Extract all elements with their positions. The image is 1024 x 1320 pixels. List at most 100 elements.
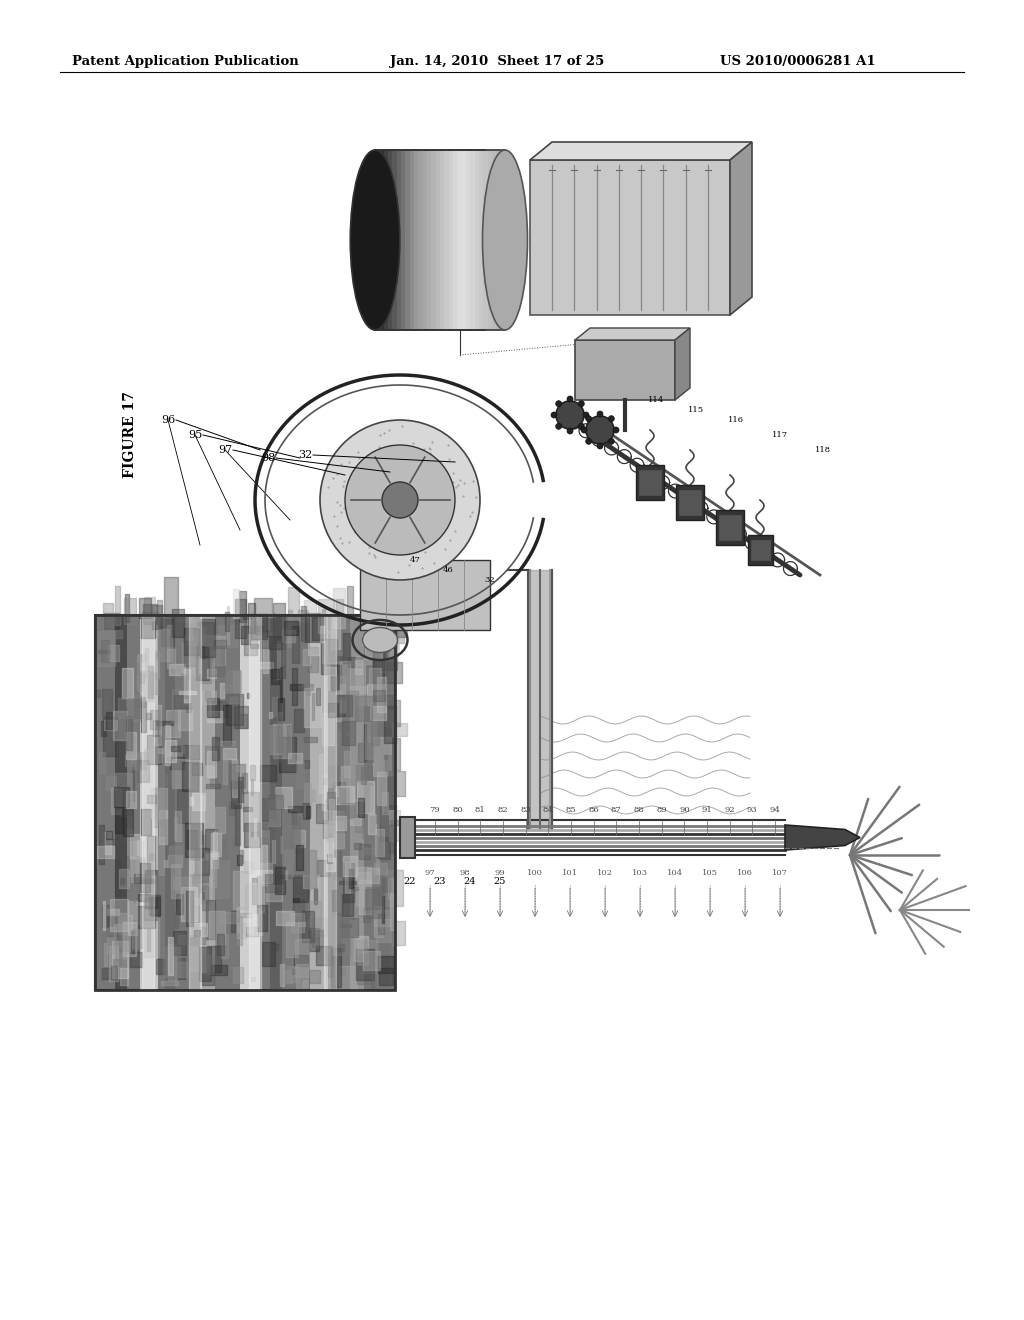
- Text: 97: 97: [218, 445, 232, 455]
- Text: Jan. 14, 2010  Sheet 17 of 25: Jan. 14, 2010 Sheet 17 of 25: [390, 55, 604, 69]
- Bar: [401, 150, 406, 330]
- Text: 32: 32: [484, 576, 496, 583]
- Text: 24: 24: [464, 878, 476, 887]
- Text: 22: 22: [403, 878, 416, 887]
- Text: 92: 92: [724, 807, 735, 814]
- Polygon shape: [785, 825, 860, 850]
- Text: 79: 79: [430, 807, 440, 814]
- Circle shape: [382, 482, 418, 517]
- Text: 103: 103: [632, 869, 648, 876]
- Bar: [392, 150, 397, 330]
- Text: 85: 85: [565, 807, 577, 814]
- Circle shape: [551, 412, 557, 418]
- Text: 89: 89: [656, 807, 667, 814]
- Text: 117: 117: [772, 432, 788, 440]
- Text: 87: 87: [611, 807, 622, 814]
- Text: 107: 107: [772, 869, 788, 876]
- Bar: [310, 615, 328, 990]
- Bar: [388, 150, 393, 330]
- Bar: [396, 150, 401, 330]
- Bar: [716, 510, 744, 545]
- Bar: [462, 150, 467, 330]
- Bar: [95, 615, 395, 990]
- Bar: [483, 150, 488, 330]
- Bar: [639, 470, 662, 495]
- Circle shape: [579, 424, 585, 429]
- Bar: [676, 484, 705, 520]
- Circle shape: [567, 428, 573, 434]
- Bar: [384, 150, 388, 330]
- Bar: [679, 490, 701, 515]
- Text: 93: 93: [746, 807, 758, 814]
- Text: 88: 88: [634, 807, 644, 814]
- Bar: [200, 615, 215, 990]
- Bar: [501, 150, 506, 330]
- Text: 116: 116: [728, 416, 744, 424]
- Bar: [575, 341, 675, 400]
- Text: 86: 86: [589, 807, 599, 814]
- Bar: [748, 535, 772, 565]
- Circle shape: [556, 401, 584, 429]
- Text: 96: 96: [161, 414, 175, 425]
- Bar: [270, 615, 282, 990]
- Text: 99: 99: [495, 869, 506, 876]
- Text: 105: 105: [702, 869, 718, 876]
- Circle shape: [583, 412, 589, 418]
- Text: 114: 114: [648, 396, 665, 404]
- Text: 100: 100: [527, 869, 543, 876]
- Text: 23: 23: [434, 878, 446, 887]
- Circle shape: [597, 444, 603, 449]
- Bar: [115, 615, 127, 990]
- Text: 118: 118: [815, 446, 831, 454]
- Text: US 2010/0006281 A1: US 2010/0006281 A1: [720, 55, 876, 69]
- Text: 82: 82: [498, 807, 508, 814]
- Text: 46: 46: [442, 566, 454, 574]
- Circle shape: [579, 401, 585, 407]
- Text: 98: 98: [460, 869, 470, 876]
- Bar: [165, 615, 175, 990]
- Polygon shape: [730, 143, 752, 315]
- Text: 83: 83: [520, 807, 531, 814]
- Circle shape: [608, 438, 614, 445]
- Text: 95: 95: [187, 430, 202, 440]
- Text: 94: 94: [770, 807, 780, 814]
- Circle shape: [556, 401, 562, 407]
- Text: 90: 90: [679, 807, 689, 814]
- Bar: [406, 150, 411, 330]
- Bar: [431, 150, 436, 330]
- Bar: [444, 150, 450, 330]
- Bar: [497, 150, 501, 330]
- Ellipse shape: [350, 150, 399, 330]
- Bar: [530, 160, 730, 315]
- Bar: [470, 150, 475, 330]
- Bar: [751, 540, 769, 560]
- Circle shape: [556, 424, 562, 429]
- Bar: [435, 150, 440, 330]
- Bar: [375, 150, 505, 330]
- Ellipse shape: [482, 150, 527, 330]
- Bar: [410, 150, 415, 330]
- Text: 101: 101: [562, 869, 578, 876]
- Text: FIGURE 17: FIGURE 17: [123, 392, 137, 478]
- Polygon shape: [675, 327, 690, 400]
- Circle shape: [613, 426, 618, 433]
- Text: 81: 81: [475, 807, 485, 814]
- Bar: [449, 150, 454, 330]
- Circle shape: [608, 416, 614, 421]
- Polygon shape: [530, 143, 752, 160]
- Bar: [350, 615, 364, 990]
- Ellipse shape: [362, 627, 397, 652]
- Bar: [475, 150, 479, 330]
- Bar: [453, 150, 458, 330]
- Circle shape: [567, 396, 573, 403]
- Text: 98: 98: [261, 453, 275, 463]
- Circle shape: [345, 445, 455, 554]
- Circle shape: [319, 420, 480, 579]
- Bar: [95, 615, 395, 990]
- Bar: [380, 615, 390, 990]
- Bar: [360, 560, 490, 630]
- Bar: [440, 150, 444, 330]
- Circle shape: [597, 411, 603, 417]
- Bar: [240, 615, 260, 990]
- Bar: [140, 615, 158, 990]
